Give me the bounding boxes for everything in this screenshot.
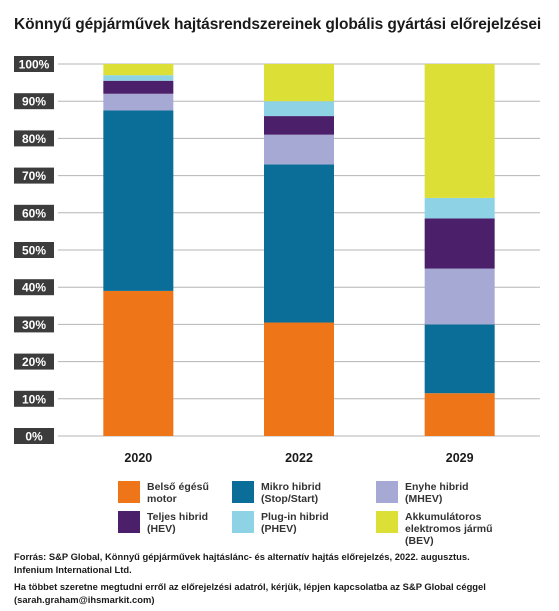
bar-segment-2022-0	[264, 322, 334, 436]
bar-segment-2020-3	[103, 80, 174, 94]
stacked-bar-chart: 0% 10% 20% 30% 40% 50% 60% 70% 80% 90% 100% 2020 202…	[14, 56, 540, 465]
y-tick-box	[14, 279, 54, 296]
bar-segment-2022-2	[264, 134, 334, 165]
y-tick-box	[14, 390, 54, 407]
y-tick-box	[14, 428, 54, 444]
y-tick-label: 10%	[22, 392, 46, 406]
y-tick-label: 90%	[22, 95, 46, 109]
bar-segment-2022-3	[264, 116, 334, 135]
legend-item: Enyhe hibrid (MHEV)	[376, 481, 469, 505]
bar-segment-2020-4	[103, 75, 174, 81]
bar-segment-2029-1	[424, 324, 495, 394]
bar-segment-2020-2	[103, 93, 174, 111]
legend-label: Enyhe hibrid (MHEV)	[405, 481, 469, 505]
bar-segment-2029-4	[424, 197, 495, 219]
x-tick-label: 2022	[285, 451, 313, 465]
legend-item: Akkumulátoros elektromos jármű (BEV)	[376, 511, 523, 547]
bar-segment-2020-1	[103, 110, 174, 291]
bar-segment-2022-5	[264, 64, 334, 102]
y-tick-label: 30%	[22, 318, 46, 332]
legend-swatch	[232, 511, 254, 533]
bar-segment-2029-5	[424, 64, 495, 198]
y-tick-label: 70%	[22, 169, 46, 183]
bar-segment-2022-1	[264, 164, 334, 323]
y-tick-label: 60%	[22, 206, 46, 220]
legend-item: Belső égésű motor	[118, 481, 209, 505]
legend-swatch	[232, 481, 254, 503]
y-tick-box	[14, 56, 54, 72]
y-tick-box	[14, 242, 54, 258]
source-note-company: Infenium International Ltd.	[14, 564, 132, 575]
legend-label: Teljes hibrid (HEV)	[147, 511, 209, 535]
source-note: Forrás: S&P Global, Könnyű gépjárművek h…	[14, 551, 470, 562]
legend-swatch	[118, 481, 140, 503]
legend-label: Belső égésű motor	[147, 481, 209, 505]
y-tick-label: 100%	[19, 58, 50, 72]
legend-swatch	[118, 511, 140, 533]
legend-swatch	[376, 481, 398, 503]
legend-label: Mikro hibrid (Stop/Start)	[261, 481, 322, 505]
y-tick-box	[14, 316, 54, 333]
chart-title: Könnyű gépjárművek hajtásrendszereinek g…	[14, 16, 542, 33]
legend-item: Teljes hibrid (HEV)	[118, 511, 208, 535]
y-tick-box	[14, 204, 54, 221]
bar-segment-2029-2	[424, 268, 495, 325]
y-tick-label: 50%	[22, 244, 46, 258]
contact-note: Ha többet szeretne megtudni erről az elő…	[14, 581, 486, 592]
y-tick-box	[14, 130, 54, 147]
y-tick-label: 40%	[22, 281, 46, 295]
bar-segment-2020-0	[103, 290, 174, 436]
legend-item: Plug-in hibrid (PHEV)	[232, 511, 329, 535]
y-tick-label: 20%	[22, 355, 46, 369]
y-tick-box	[14, 93, 54, 110]
y-tick-box	[14, 167, 54, 184]
contact-email: (sarah.graham@ihsmarkit.com)	[14, 594, 155, 605]
bar-segment-2029-0	[424, 393, 495, 436]
legend-label: Plug-in hibrid (PHEV)	[261, 511, 329, 535]
x-tick-label: 2020	[124, 451, 152, 465]
x-tick-label: 2029	[446, 451, 474, 465]
legend-item: Mikro hibrid (Stop/Start)	[232, 481, 321, 505]
legend-label: Akkumulátoros elektromos jármű (BEV)	[405, 511, 493, 547]
y-tick-label: 80%	[22, 132, 46, 146]
legend-swatch	[376, 511, 398, 533]
bar-segment-2029-3	[424, 218, 495, 269]
y-tick-label: 0%	[25, 430, 43, 444]
y-tick-box	[14, 353, 54, 370]
bar-segment-2020-5	[103, 64, 174, 76]
bar-segment-2022-4	[264, 101, 334, 117]
